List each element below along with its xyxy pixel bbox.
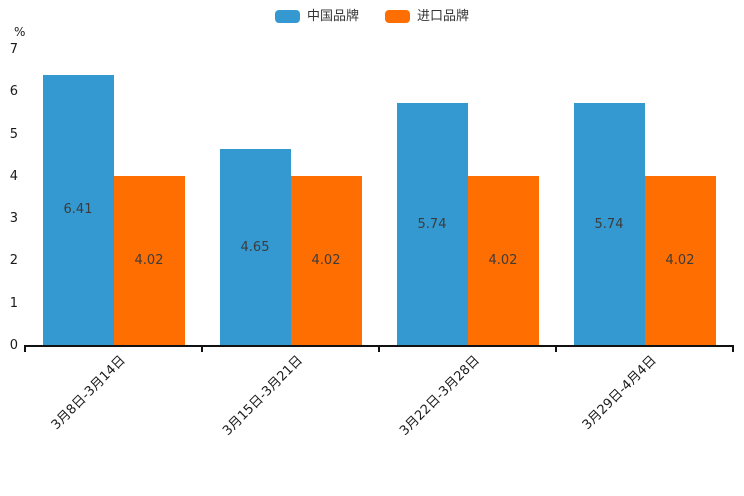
bar-series0-cat1	[219, 149, 291, 346]
x-axis-tick	[201, 347, 203, 352]
bar-value-label: 4.65	[240, 239, 270, 255]
x-category-label: 3月29日-4月4日	[580, 353, 661, 433]
legend-label: 中国品牌	[306, 8, 359, 24]
y-tick-label: 6	[9, 84, 18, 100]
bar-series1-cat1	[290, 175, 362, 346]
x-axis-tick	[378, 347, 380, 352]
y-tick-label: 5	[9, 126, 18, 142]
legend-item-china-brands[interactable]: 中国品牌	[274, 8, 359, 24]
bar-value-label: 4.02	[134, 252, 164, 268]
y-tick-label: 3	[9, 211, 18, 227]
y-tick-label: 2	[9, 253, 18, 269]
bar-series0-cat2	[396, 103, 468, 346]
y-tick-label: 0	[9, 338, 18, 353]
legend-item-imported-brands[interactable]: 进口品牌	[385, 8, 470, 24]
bar-value-label: 4.02	[665, 252, 695, 268]
x-axis-tick	[555, 347, 557, 352]
bar-value-label: 4.02	[311, 252, 341, 268]
legend-swatch-icon	[385, 9, 410, 23]
bar-series0-cat0	[42, 74, 114, 346]
x-category-label: 3月15日-3月21日	[220, 353, 307, 439]
chart-legend: 中国品牌 进口品牌	[0, 6, 744, 26]
bar-value-label: 5.74	[417, 216, 447, 232]
y-tick-label: 7	[9, 41, 18, 57]
bar-series1-cat0	[113, 175, 185, 346]
bar-series1-cat2	[467, 175, 539, 346]
x-category-label: 3月22日-3月28日	[397, 353, 484, 439]
legend-label: 进口品牌	[417, 8, 470, 24]
x-axis-tick	[732, 347, 734, 352]
x-axis-tick	[24, 347, 26, 352]
y-tick-label: 1	[9, 295, 18, 311]
bar-value-label: 5.74	[594, 216, 624, 232]
x-axis-line	[24, 345, 734, 347]
x-category-label: 3月8日-3月14日	[49, 353, 130, 433]
bar-value-label: 6.41	[63, 202, 93, 218]
y-axis-unit-label: %	[14, 25, 26, 39]
y-tick-label: 4	[9, 168, 18, 184]
bar-series0-cat3	[573, 103, 645, 346]
legend-swatch-icon	[274, 9, 300, 23]
bar-value-label: 4.02	[488, 252, 518, 268]
bar-series1-cat3	[644, 175, 716, 346]
